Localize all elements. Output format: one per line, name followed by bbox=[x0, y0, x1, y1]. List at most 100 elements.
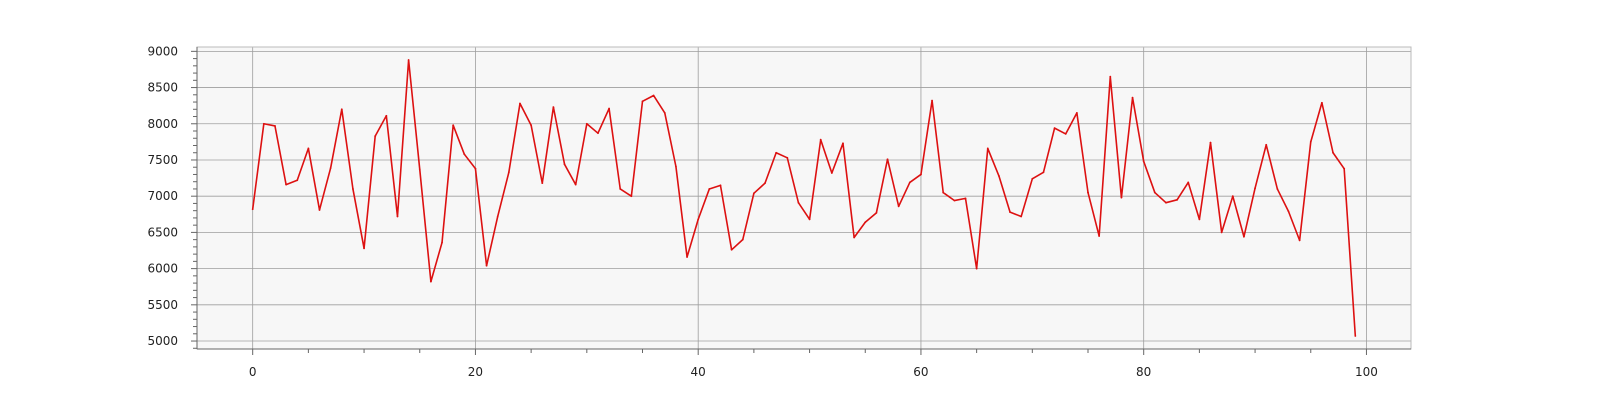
data-point bbox=[585, 122, 588, 125]
data-point bbox=[1198, 218, 1201, 221]
data-point bbox=[441, 241, 443, 244]
data-point bbox=[296, 179, 299, 182]
x-tick-label: 0 bbox=[249, 365, 257, 379]
data-point bbox=[630, 195, 633, 198]
data-point bbox=[396, 215, 399, 218]
data-point bbox=[864, 221, 867, 224]
data-point bbox=[541, 182, 544, 185]
data-point bbox=[463, 153, 466, 156]
data-point bbox=[931, 99, 933, 102]
data-point bbox=[975, 267, 978, 270]
data-point bbox=[786, 156, 789, 159]
data-point bbox=[1243, 235, 1245, 238]
data-point bbox=[597, 132, 599, 135]
tick-marks bbox=[191, 50, 1367, 355]
data-point bbox=[1075, 112, 1078, 114]
series-points bbox=[251, 59, 1357, 337]
tick-labels: 0 20 40 60 80 100 5000 5500 6000 6500 7000 7500 8000… bbox=[147, 44, 1377, 379]
data-point bbox=[1176, 198, 1179, 201]
data-point bbox=[352, 188, 354, 190]
data-point bbox=[251, 208, 254, 211]
data-point bbox=[1131, 96, 1134, 99]
data-point bbox=[1142, 160, 1145, 163]
data-point bbox=[1276, 188, 1279, 190]
plot-area bbox=[197, 47, 1411, 349]
data-point bbox=[452, 124, 455, 127]
data-point bbox=[619, 188, 622, 190]
data-point bbox=[897, 205, 900, 208]
data-point bbox=[519, 102, 521, 105]
data-point bbox=[708, 188, 711, 190]
data-point bbox=[474, 167, 477, 170]
data-point bbox=[318, 209, 321, 211]
data-point bbox=[886, 158, 889, 161]
data-point bbox=[830, 172, 833, 174]
data-point bbox=[1309, 140, 1312, 143]
data-point bbox=[808, 218, 811, 221]
data-point bbox=[1187, 181, 1190, 184]
y-tick-label: 6000 bbox=[147, 262, 178, 276]
data-point bbox=[964, 197, 967, 200]
data-point bbox=[652, 94, 655, 97]
data-point bbox=[608, 107, 610, 110]
data-point bbox=[1209, 141, 1212, 144]
data-point bbox=[262, 122, 265, 125]
data-point bbox=[1220, 231, 1223, 234]
y-tick-label: 8500 bbox=[147, 81, 178, 95]
data-point bbox=[1343, 167, 1346, 170]
data-point bbox=[574, 183, 577, 186]
series-line bbox=[251, 59, 1357, 337]
y-tick-label: 9000 bbox=[147, 44, 178, 58]
data-point bbox=[875, 211, 878, 214]
data-point bbox=[407, 59, 410, 61]
data-point bbox=[1298, 239, 1301, 242]
data-point bbox=[1098, 235, 1101, 237]
data-point bbox=[797, 201, 800, 204]
data-point bbox=[697, 218, 700, 221]
x-tick-label: 40 bbox=[691, 365, 706, 379]
data-point bbox=[1254, 187, 1256, 190]
data-point bbox=[507, 171, 510, 174]
axes bbox=[196, 46, 1412, 350]
data-point bbox=[374, 135, 377, 137]
series-group bbox=[251, 59, 1357, 337]
data-point bbox=[1320, 101, 1323, 104]
data-point bbox=[1354, 335, 1357, 337]
data-point bbox=[1042, 171, 1045, 174]
data-point bbox=[998, 175, 1000, 177]
data-point bbox=[953, 199, 956, 202]
data-point bbox=[1165, 201, 1167, 204]
data-point bbox=[1053, 127, 1056, 130]
data-point bbox=[986, 147, 989, 150]
x-tick-label: 100 bbox=[1355, 365, 1378, 379]
data-point bbox=[842, 142, 844, 145]
y-tick-label: 6500 bbox=[147, 225, 178, 239]
data-point bbox=[485, 264, 488, 267]
data-point bbox=[730, 248, 733, 251]
data-point bbox=[563, 163, 566, 166]
data-point bbox=[752, 192, 755, 195]
data-point bbox=[1120, 196, 1123, 199]
data-point bbox=[764, 182, 766, 185]
data-point bbox=[418, 168, 421, 171]
data-point bbox=[686, 256, 688, 258]
data-point bbox=[663, 112, 666, 114]
data-point bbox=[552, 106, 555, 109]
x-tick-label: 20 bbox=[468, 365, 483, 379]
data-point bbox=[429, 280, 432, 283]
data-point bbox=[329, 167, 332, 169]
data-point bbox=[1064, 133, 1067, 135]
data-point bbox=[641, 100, 644, 103]
data-point bbox=[1087, 191, 1089, 194]
data-point bbox=[1109, 75, 1112, 78]
data-point bbox=[942, 191, 945, 194]
data-point bbox=[285, 183, 288, 186]
data-point bbox=[307, 147, 310, 150]
data-point bbox=[1009, 211, 1011, 214]
y-tick-label: 5000 bbox=[147, 334, 178, 348]
data-point bbox=[908, 181, 911, 184]
data-point bbox=[1153, 191, 1156, 194]
y-tick-label: 5500 bbox=[147, 298, 178, 312]
data-point bbox=[741, 238, 744, 241]
